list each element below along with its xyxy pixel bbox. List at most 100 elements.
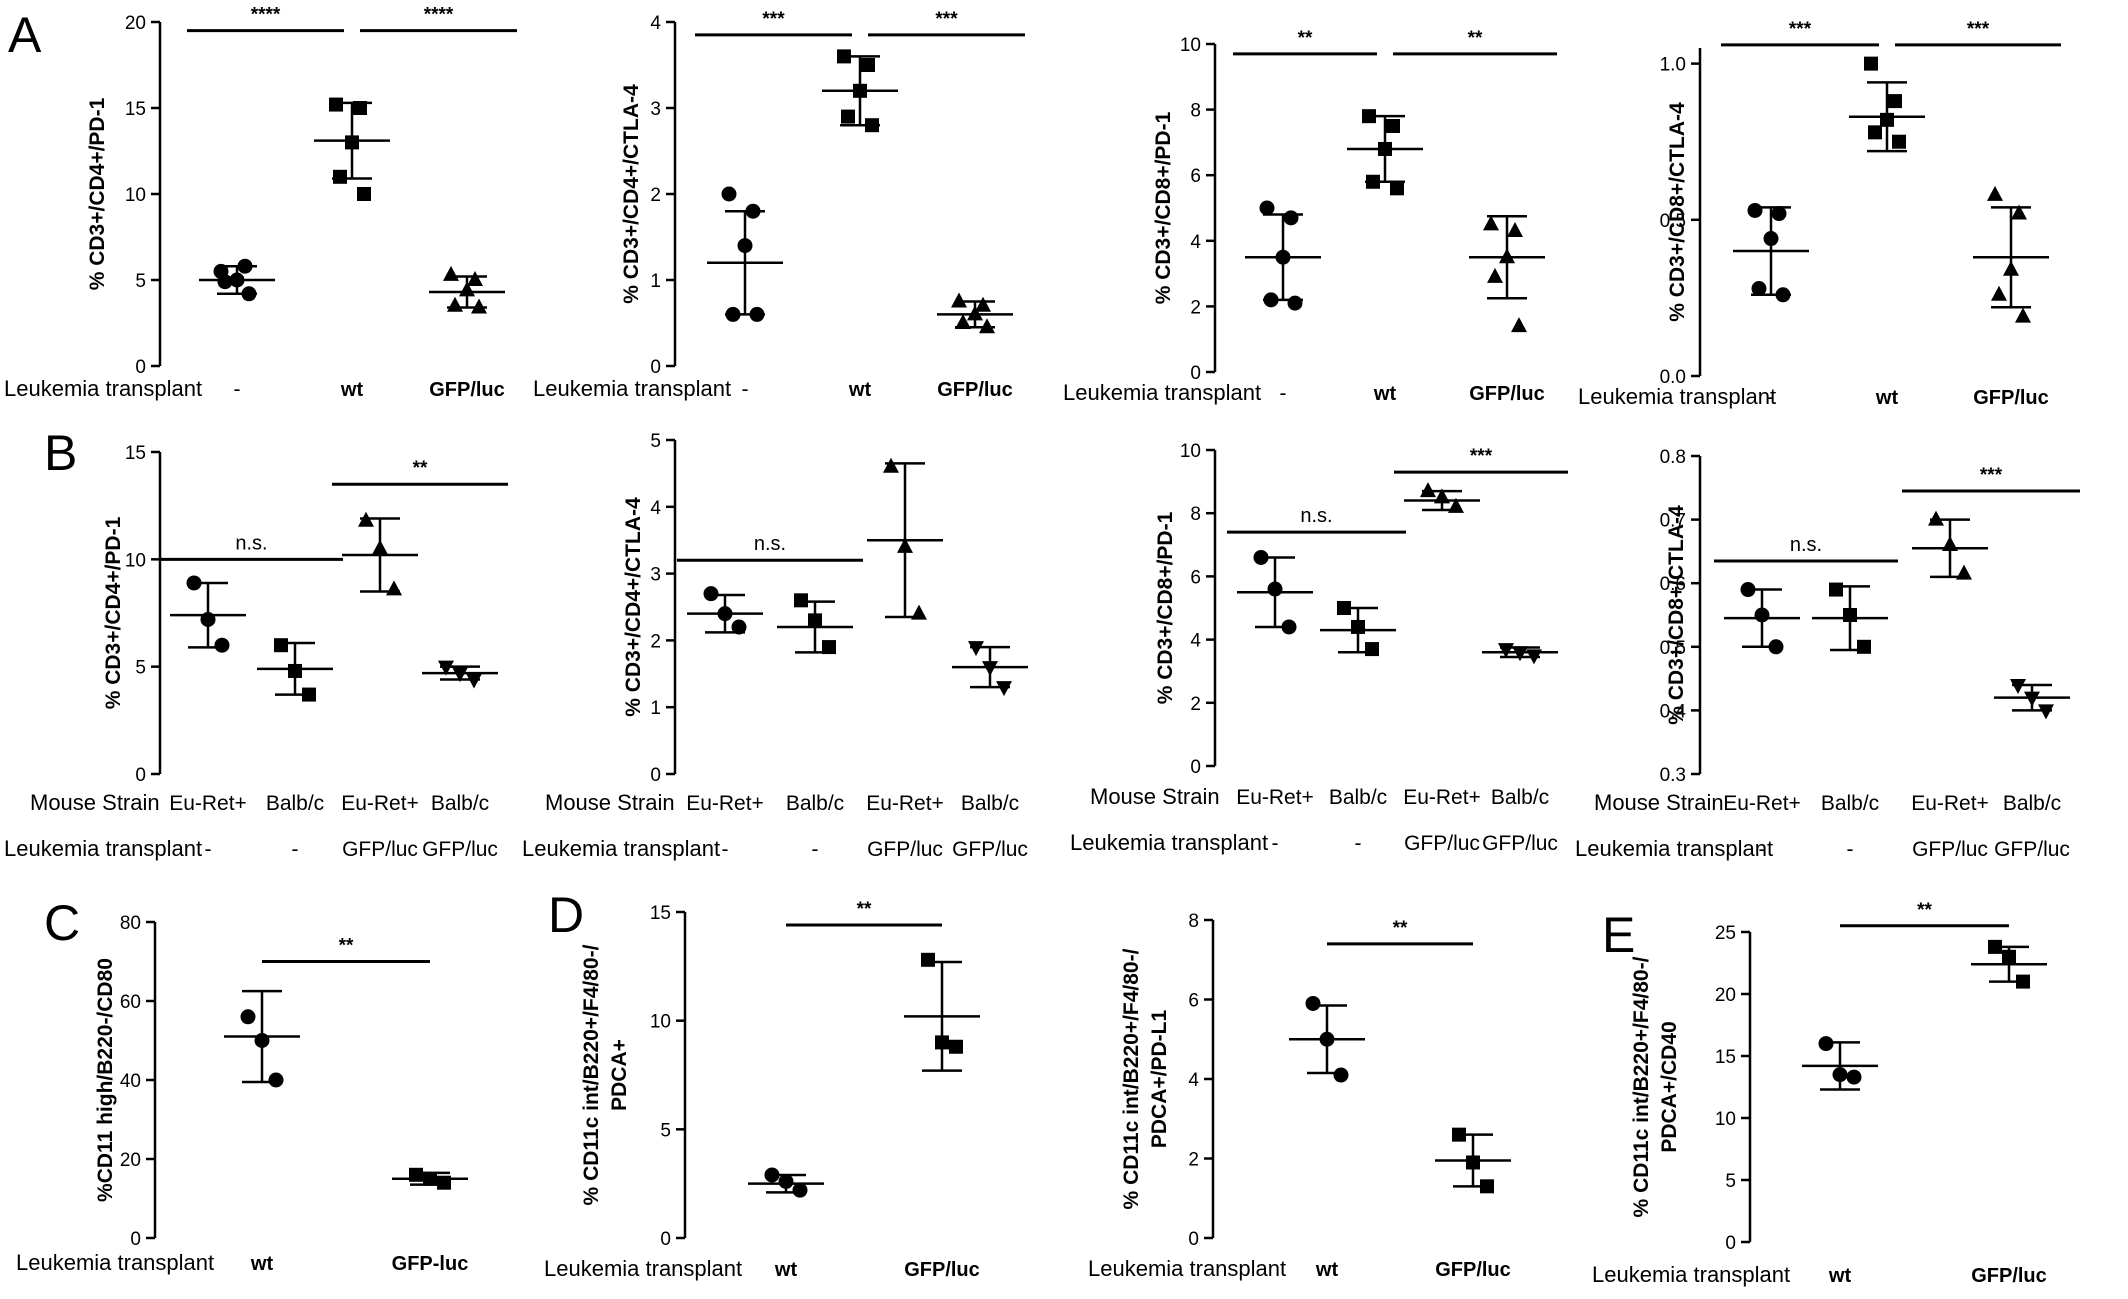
y-axis-label: % CD3+/CD4+/PD-1 xyxy=(86,97,109,290)
y-tick-label: 0.6 xyxy=(1660,574,1686,595)
significance-label: ** xyxy=(1298,28,1313,49)
y-tick-label: 10 xyxy=(1180,441,1201,462)
data-point xyxy=(333,169,347,184)
chart-6: 0 1 2 3 4 5 % CD3+/CD4+/CTLA-4 n.s. Mouse Strain… xyxy=(522,431,1028,861)
category-label: GFP/luc xyxy=(1973,387,2049,409)
group-3 xyxy=(937,292,1013,334)
y-axis-label: % CD3+/CD8+/CTLA-4 xyxy=(1666,102,1689,322)
category-label: - xyxy=(292,838,299,861)
category-label: Balb/c xyxy=(1821,792,1879,815)
group-1 xyxy=(1245,200,1321,311)
row-label: Leukemia transplant xyxy=(4,376,202,401)
y-tick-label: 4 xyxy=(1190,631,1201,652)
y-tick-label: 1.0 xyxy=(1660,55,1686,76)
category-label: GFP/luc xyxy=(422,838,498,861)
y-tick-label: 10 xyxy=(125,550,146,571)
data-point xyxy=(1829,582,1843,597)
y-tick-label: 4 xyxy=(650,13,661,34)
category-label: GFP/luc xyxy=(1912,838,1988,861)
chart-3: 0 2 4 6 8 10 % CD3+/CD8+/PD-1 ** ** Leukemia tran… xyxy=(1063,28,1557,405)
data-point xyxy=(703,586,719,602)
significance-label: ** xyxy=(1917,900,1932,921)
data-point xyxy=(1507,221,1523,237)
data-point xyxy=(353,101,367,115)
group-2 xyxy=(1849,56,1925,153)
data-point xyxy=(955,314,971,329)
y-tick-label: 0.5 xyxy=(1660,638,1686,659)
group-2 xyxy=(1971,939,2047,989)
category-label: GFP/luc xyxy=(867,838,943,861)
y-tick-label: 2 xyxy=(1190,297,1201,318)
chart-9: C 0 20 40 60 80 %CD11 high/B220-/CD80 ** Leukemi… xyxy=(16,895,468,1275)
y-tick-label: 15 xyxy=(1715,1047,1736,1068)
y-tick-label: 60 xyxy=(120,992,141,1013)
data-point xyxy=(1390,181,1404,196)
y-tick-label: 0 xyxy=(650,357,661,378)
category-label: - xyxy=(1280,382,1287,405)
category-label: wt xyxy=(340,379,364,401)
category-label: wt xyxy=(1315,1259,1339,1281)
chart-7: 0 2 4 6 8 10 % CD3+/CD8+/PD-1 n.s. *** Mouse Stra… xyxy=(1070,441,1568,855)
y-tick-label: 3 xyxy=(650,99,661,120)
row-label: Leukemia transplant xyxy=(1070,830,1268,855)
category-label: - xyxy=(205,838,212,861)
y-tick-label: 4 xyxy=(1188,1070,1199,1091)
y-tick-label: 8 xyxy=(1190,504,1201,525)
category-label: GFP-luc xyxy=(392,1253,469,1275)
row-label: Mouse Strain xyxy=(545,790,675,815)
row-label: Leukemia transplant xyxy=(1592,1262,1790,1287)
y-axis-label: % CD3+/CD4+/CTLA-4 xyxy=(622,497,645,717)
panel-letter: A xyxy=(8,7,42,63)
group-2 xyxy=(392,1167,468,1190)
group-3 xyxy=(1973,185,2049,323)
row-label: Leukemia transplant xyxy=(16,1250,214,1275)
data-point xyxy=(443,265,459,281)
data-point xyxy=(467,271,483,286)
data-point xyxy=(357,187,371,201)
y-tick-label: 10 xyxy=(650,1012,671,1033)
category-label: Eu-Ret+ xyxy=(1723,792,1801,815)
data-point xyxy=(822,640,836,655)
y-tick-label: 10 xyxy=(1715,1109,1736,1130)
y-tick-label: 0.4 xyxy=(1660,701,1687,722)
row-label: Mouse Strain xyxy=(1090,784,1220,809)
data-point xyxy=(2038,704,2054,720)
category-label: Eu-Ret+ xyxy=(341,792,419,815)
category-label: - xyxy=(234,378,241,401)
group-3 xyxy=(1469,214,1545,333)
y-tick-label: 20 xyxy=(1715,985,1736,1006)
y-tick-label: 8 xyxy=(1190,101,1201,122)
group-2 xyxy=(1435,1127,1511,1194)
y-tick-label: 6 xyxy=(1188,991,1199,1012)
data-point xyxy=(975,296,991,312)
y-tick-label: 0 xyxy=(1190,363,1201,384)
category-label: Eu-Ret+ xyxy=(1403,786,1481,809)
group-1 xyxy=(687,586,763,635)
category-label: Balb/c xyxy=(266,792,324,815)
significance-label: ** xyxy=(1468,28,1483,49)
chart-11: 0 2 4 6 8 % CD11c int/B220+/F4/80-/PDCA+/PD-L… xyxy=(1088,911,1511,1281)
group-2 xyxy=(904,952,980,1072)
significance-label: *** xyxy=(1980,465,2003,486)
category-label: Balb/c xyxy=(1491,786,1549,809)
group-1 xyxy=(748,1167,824,1198)
significance-label: n.s. xyxy=(235,532,267,554)
category-label: GFP/luc xyxy=(937,379,1013,401)
y-tick-label: 0 xyxy=(1190,757,1201,778)
y-axis-label: % CD3+/CD8+/CTLA-4 xyxy=(1665,505,1688,725)
data-point xyxy=(1857,639,1871,654)
data-point xyxy=(1287,295,1303,311)
data-point xyxy=(1333,1067,1349,1083)
y-axis-label: PDCA+/PD-L1 xyxy=(1148,1010,1171,1149)
y-tick-label: 2 xyxy=(650,631,661,652)
data-point xyxy=(1259,200,1275,216)
category-label: Balb/c xyxy=(431,792,489,815)
data-point xyxy=(214,637,230,653)
group-1 xyxy=(1724,582,1800,655)
y-tick-label: 0 xyxy=(135,765,146,786)
category-label: Eu-Ret+ xyxy=(1911,792,1989,815)
group-1 xyxy=(1802,1036,1878,1091)
category-label: Balb/c xyxy=(2003,792,2061,815)
category-label: - xyxy=(1768,386,1775,409)
category-label: - xyxy=(722,838,729,861)
